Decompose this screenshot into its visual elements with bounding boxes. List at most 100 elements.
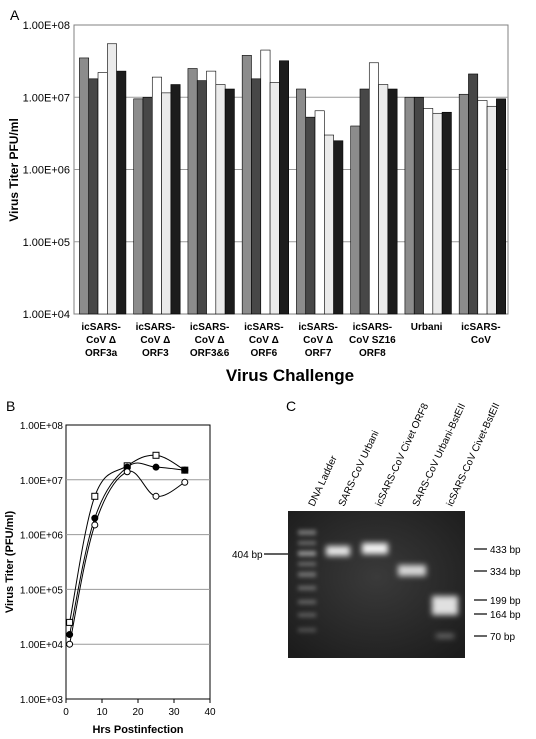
ladder-bands [298, 530, 316, 632]
gel-left-marker-label: 404 bp [232, 550, 263, 561]
chart-b-y-tick-label: 1.00E+03 [20, 695, 64, 706]
chart-b-x-tick-label: 20 [132, 707, 144, 718]
gel-marker-433: 433 bp [490, 545, 521, 556]
bar [441, 111, 452, 315]
sample-bands [326, 543, 458, 638]
chart-a-y-axis-label: Virus Titer PFU/ml [7, 118, 21, 222]
chart-a-y-tick-label: 1.00E+06 [23, 165, 70, 177]
data-point-open-circle [66, 640, 74, 648]
chart-b-y-tick-label: 1.00E+05 [20, 585, 64, 596]
bar [161, 92, 172, 315]
bar [387, 88, 398, 315]
bar [368, 62, 379, 315]
bar [296, 88, 307, 315]
data-point-open-circle [152, 492, 160, 500]
gel-marker-199: 199 bp [490, 596, 521, 607]
chart-a-category-label: icSARS-CoV [461, 322, 500, 346]
lane-label-urbani: SARS-CoV Urbani [337, 429, 382, 508]
bar [224, 88, 235, 315]
bar [151, 76, 162, 315]
gel-marker-70: 70 bp [490, 632, 515, 643]
chart-b-y-axis-label: Virus Titer (PFU/ml) [4, 511, 16, 614]
data-point-square [91, 492, 99, 500]
gel-marker-334: 334 bp [490, 567, 521, 578]
chart-a-category-label: icSARS-CoV Δ ORF3 [136, 322, 175, 359]
chart-b-y-tick-label: 1.00E+08 [20, 421, 64, 432]
chart-a: 1.00E+04 1.00E+05 1.00E+06 1.00E+07 1.00E+08… [7, 20, 509, 385]
bar [88, 78, 99, 315]
bar [251, 78, 262, 315]
bar [496, 98, 506, 315]
bar [241, 55, 252, 315]
bar [432, 112, 443, 315]
chart-a-y-tick-label: 1.00E+07 [23, 92, 70, 104]
chart-a-category-label: Urbani [411, 322, 443, 333]
data-point-filled-circle [152, 463, 160, 471]
bar [269, 82, 280, 315]
chart-b: 1.00E+03 1.00E+04 1.00E+05 1.00E+06 1.00E+07… [4, 421, 216, 736]
chart-b-x-tick-label: 40 [204, 707, 216, 718]
bar [378, 84, 389, 315]
data-point-filled-circle [91, 514, 99, 522]
bar [142, 96, 153, 315]
bar [477, 100, 488, 315]
band-civet-bsteii-199 [432, 596, 458, 607]
bar [350, 125, 361, 315]
bar [333, 140, 344, 315]
gel-image [288, 511, 465, 658]
bar [116, 70, 127, 315]
bar [359, 88, 370, 315]
data-point-square [66, 618, 74, 626]
bar [79, 57, 90, 315]
bar [404, 96, 415, 315]
chart-a-category-label: icSARS-CoV Δ ORF6 [244, 322, 283, 359]
band-civet-orf8 [362, 543, 388, 554]
band-civet-bsteii-70 [436, 634, 454, 638]
gel-panel: DNA Ladder SARS-CoV Urbani icSARS-CoV Ci… [232, 401, 521, 658]
data-point-open-circle [123, 468, 131, 476]
bar [413, 96, 424, 315]
chart-a-category-label: icSARS-CoV SZ16 ORF8 [349, 322, 396, 359]
bar [279, 60, 289, 315]
series-line [69, 470, 186, 645]
series-line [69, 454, 186, 623]
chart-a-category-label: icSARS-CoV Δ ORF3&6 [190, 322, 230, 359]
band-urbani [326, 546, 350, 556]
bar [486, 105, 497, 315]
bar [97, 72, 108, 315]
chart-b-x-tick-label: 30 [168, 707, 180, 718]
data-point-open-circle [181, 478, 189, 486]
band-civet-bsteii-164 [432, 607, 458, 615]
bar [468, 73, 479, 315]
chart-b-x-tick-label: 10 [96, 707, 108, 718]
chart-a-category-label: icSARS-CoV Δ ORF7 [298, 322, 337, 359]
bar [423, 108, 434, 315]
bar [170, 84, 181, 315]
bar [133, 98, 144, 315]
bar [196, 80, 207, 315]
chart-b-plot-area [65, 424, 211, 700]
bar [314, 110, 325, 315]
data-point-filled-circle [181, 466, 189, 474]
bar [107, 43, 117, 315]
bar [215, 84, 226, 315]
chart-a-category-label: icSARS-CoV Δ ORF3a [81, 322, 120, 359]
bar [260, 49, 271, 315]
bar [187, 68, 198, 315]
band-urbani-bsteii [398, 565, 426, 576]
bar [324, 134, 334, 315]
chart-b-y-tick-label: 1.00E+04 [20, 640, 64, 651]
panel-label-b: B [6, 398, 15, 414]
chart-b-y-tick-label: 1.00E+06 [20, 531, 64, 542]
bar [458, 93, 469, 315]
panel-label-a: A [10, 7, 20, 23]
chart-b-y-tick-label: 1.00E+07 [20, 476, 64, 487]
panel-label-c: C [286, 398, 296, 414]
bar [305, 116, 316, 315]
bar [206, 70, 217, 315]
data-point-square [152, 451, 160, 459]
chart-b-x-axis-label: Hrs Postinfection [92, 724, 183, 736]
gel-marker-164: 164 bp [490, 610, 521, 621]
chart-b-x-tick-label: 0 [63, 707, 69, 718]
